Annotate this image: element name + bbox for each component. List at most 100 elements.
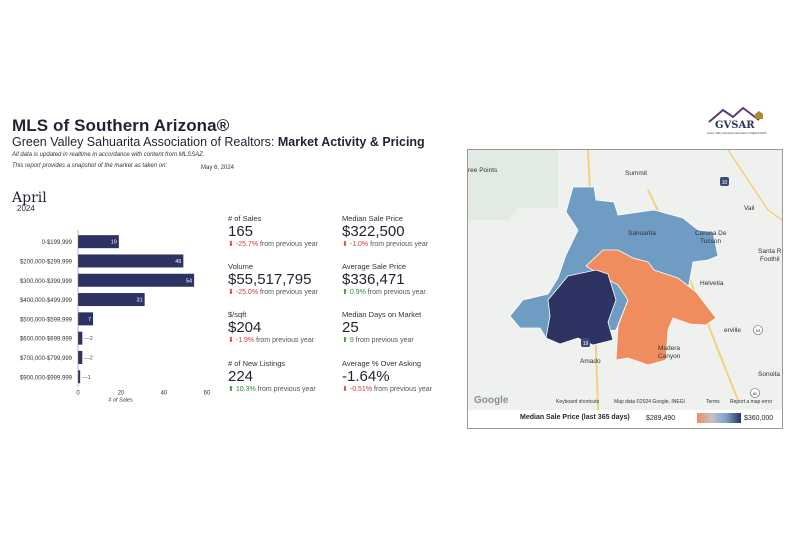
stat-block: $/sqft $204 ⬇ -1.9% from previous year	[228, 310, 314, 344]
terms-link[interactable]: Terms	[706, 399, 720, 405]
category-label: $300,000-$399,999	[20, 279, 73, 285]
bar[interactable]	[78, 235, 119, 249]
place-three-points: ree Points	[468, 167, 498, 174]
category-label: $900,000-$999,999	[20, 375, 73, 381]
map-data-attribution: Map data ©2024 Google, INEGI	[614, 398, 685, 405]
stat-change-value: -25.0%	[235, 289, 259, 296]
bar[interactable]	[78, 331, 83, 345]
place-santa-r: Santa R	[758, 248, 782, 255]
legend-title: Median Sale Price (last 365 days)	[520, 414, 630, 421]
stat-block: Median Days on Market 25 ⬆ 9 from previous …	[342, 310, 421, 344]
stat-change-value: -25.7%	[235, 241, 259, 248]
stat-block: # of Sales 165 ⬇ -25.7% from previous year	[228, 214, 318, 248]
keyboard-shortcuts-link[interactable]: Keyboard shortcuts	[556, 399, 600, 405]
bar[interactable]	[78, 273, 195, 287]
bar-value-label: —2	[84, 355, 93, 361]
stat-change-value: -1.0%	[349, 241, 369, 248]
arrow-down-icon: ⬇	[342, 386, 348, 393]
stat-change-suffix: from previous year	[374, 386, 432, 393]
stat-label: # of New Listings	[228, 359, 286, 368]
stat-change: ⬆ 0.9% from previous year	[342, 288, 426, 296]
bar[interactable]	[78, 312, 94, 326]
stat-value: $336,471	[342, 271, 405, 288]
bar-value-label: 54	[186, 278, 192, 284]
map-canvas[interactable]: 10 19 83 82 ree Points Summit Sahuarita …	[468, 150, 782, 410]
stat-change-suffix: from previous year	[256, 337, 315, 344]
stat-value: 224	[228, 368, 254, 385]
x-axis-label: # of Sales	[108, 397, 133, 403]
google-logo: Google	[474, 395, 509, 406]
stat-label: Volume	[228, 262, 254, 271]
arrow-down-icon: ⬇	[228, 337, 234, 344]
stat-change-suffix: from previous year	[367, 289, 426, 296]
place-tucson: Tucson	[700, 238, 721, 245]
i19-shield: 19	[581, 338, 590, 347]
stat-label: Median Sale Price	[342, 214, 403, 223]
x-tick-label: 60	[204, 390, 211, 396]
stat-change: ⬇ -1.9% from previous year	[228, 336, 314, 344]
snapshot-note: This report provides a snapshot of the m…	[12, 163, 168, 169]
bar-value-label: 49	[175, 259, 181, 265]
stat-change-value: 10.3%	[235, 386, 256, 393]
median-price-map[interactable]: 10 19 83 82 ree Points Summit Sahuarita …	[467, 149, 783, 429]
stat-change: ⬇ -0.51% from previous year	[342, 385, 432, 393]
i82-label: 82	[753, 391, 758, 396]
report-map-error-link[interactable]: Report a map error	[730, 399, 773, 405]
bar[interactable]	[78, 350, 83, 364]
stat-value: $204	[228, 319, 262, 336]
stat-label: # of Sales	[228, 214, 262, 223]
category-label: $600,000-$699,999	[20, 337, 73, 343]
bar-value-label: 7	[88, 317, 91, 323]
arrow-down-icon: ⬇	[228, 289, 234, 296]
place-helvetia: Helvetia	[700, 280, 724, 287]
sales-by-price-chart: 0-$199,999 19 $200,000-$299,999 49 $300,000-…	[20, 230, 211, 403]
place-sahuarita: Sahuarita	[628, 230, 656, 237]
logo-subtext: Green Valley Sahuarita Association of RE…	[707, 131, 767, 135]
place-sonoita: Sonoita	[758, 371, 780, 378]
stat-change: ⬆ 9 from previous year	[342, 336, 421, 344]
stat-value: 25	[342, 319, 359, 336]
bar-value-label: —1	[82, 375, 91, 381]
place-madera: Madera	[658, 345, 680, 352]
report-subtitle: Green Valley Sahuarita Association of Re…	[12, 135, 425, 149]
region-dark[interactable]	[545, 269, 617, 346]
report-title: MLS of Southern Arizona®	[12, 116, 230, 135]
bar-value-label: 31	[137, 298, 143, 304]
stat-value: $55,517,795	[228, 271, 312, 288]
bar-value-label: 19	[111, 240, 117, 246]
stat-change: ⬇ -25.0% from previous year	[228, 288, 318, 296]
i10-shield: 10	[720, 177, 729, 186]
subtitle-prefix: Green Valley Sahuarita Association of Re…	[12, 135, 278, 149]
stat-value: -1.64%	[342, 368, 390, 385]
stat-change-value: 0.9%	[349, 289, 366, 296]
snapshot-date: May 6, 2024	[201, 165, 235, 171]
place-foothil: Foothil	[760, 256, 780, 263]
report-year: 2024	[17, 204, 35, 213]
stat-change-value: 9	[349, 337, 354, 344]
bar[interactable]	[78, 370, 81, 384]
stat-value: $322,500	[342, 223, 405, 240]
stat-label: $/sqft	[228, 310, 247, 319]
category-label: $400,000-$499,999	[20, 298, 73, 304]
region-orange[interactable]	[585, 249, 717, 366]
bar-value-label: —2	[84, 336, 93, 342]
arrow-up-icon: ⬆	[228, 386, 234, 393]
stat-label: Median Days on Market	[342, 310, 422, 319]
stat-block: # of New Listings 224 ⬆ 10.3% from previous…	[228, 359, 316, 393]
report-month: April	[12, 190, 47, 206]
stat-change-value: -0.51%	[349, 386, 373, 393]
stat-label: Average Sale Price	[342, 262, 407, 271]
stat-change-suffix: from previous year	[260, 241, 318, 248]
category-label: $200,000-$299,999	[20, 259, 73, 265]
stat-change-suffix: from previous year	[370, 241, 429, 248]
terrain-shade	[468, 150, 558, 220]
data-update-note: All data is updated in realtime in accor…	[12, 152, 205, 158]
stat-change: ⬇ -25.7% from previous year	[228, 240, 318, 248]
legend-max: $360,000	[744, 415, 774, 422]
bar[interactable]	[78, 254, 184, 268]
legend-min: $289,490	[646, 415, 676, 422]
subtitle-emphasis: Market Activity & Pricing	[277, 135, 425, 149]
bar[interactable]	[78, 293, 145, 307]
i83-label: 83	[756, 328, 761, 333]
place-erville: erville	[724, 327, 741, 334]
